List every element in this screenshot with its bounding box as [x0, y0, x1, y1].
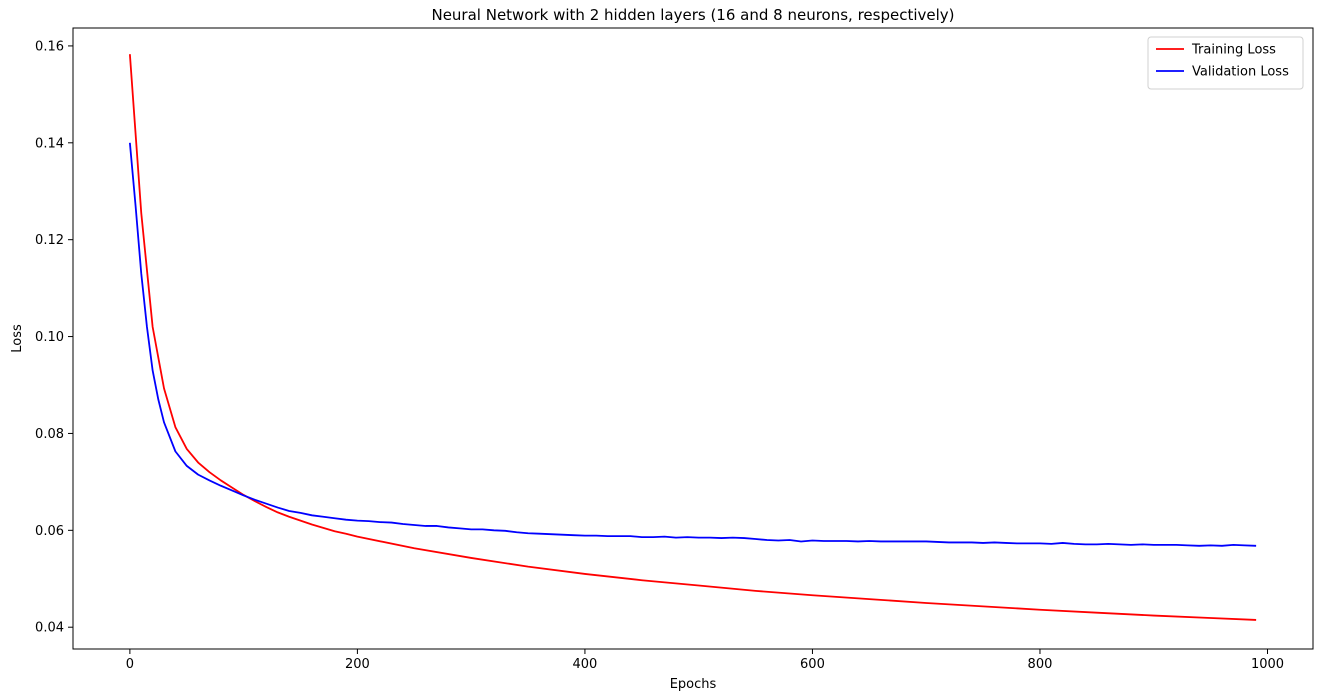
x-tick-label: 1000: [1251, 657, 1284, 672]
validation-loss-legend-label: Validation Loss: [1192, 65, 1289, 80]
x-tick-label: 800: [1028, 657, 1053, 672]
legend: Training Loss Validation Loss: [1147, 36, 1304, 90]
y-tick-label: 0.12: [35, 233, 64, 248]
x-tick-label: 400: [573, 657, 598, 672]
y-tick-label: 0.10: [35, 330, 64, 345]
training-loss-line: [128, 54, 1257, 621]
x-tick-label: 200: [345, 657, 370, 672]
y-tick-label: 0.04: [35, 621, 64, 636]
chart-title: Neural Network with 2 hidden layers (16 …: [431, 6, 954, 24]
x-axis-ticks: 0 200 400 600 800 1000: [126, 649, 1284, 672]
x-tick-label: 0: [126, 657, 134, 672]
validation-loss-line: [128, 142, 1257, 547]
y-tick-label: 0.16: [35, 39, 64, 54]
x-axis-title: Epochs: [670, 677, 717, 692]
plot-area-frame: [72, 27, 1314, 650]
y-tick-label: 0.08: [35, 427, 64, 442]
legend-box: [1147, 36, 1304, 90]
x-tick-label: 600: [800, 657, 825, 672]
y-tick-label: 0.14: [35, 136, 64, 151]
y-axis-ticks: 0.04 0.06 0.08 0.10 0.12 0.14 0.16: [35, 39, 73, 636]
training-loss-legend-label: Training Loss: [1191, 43, 1276, 58]
y-tick-label: 0.06: [35, 524, 64, 539]
series-lines: [128, 54, 1257, 621]
y-axis-title: Loss: [10, 324, 25, 353]
